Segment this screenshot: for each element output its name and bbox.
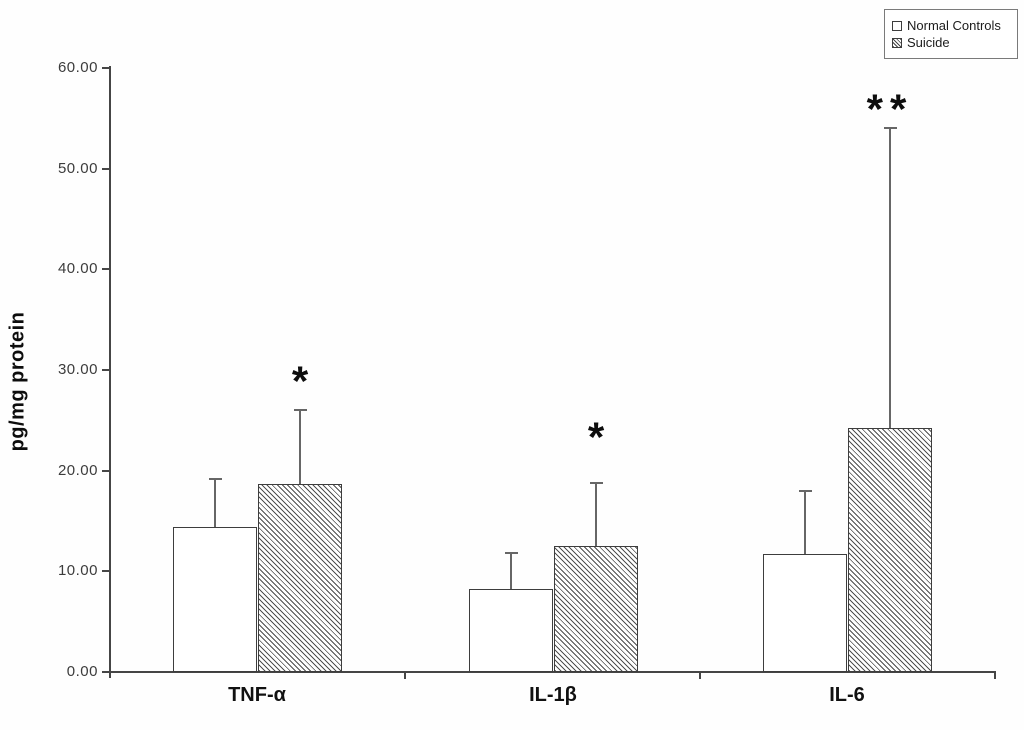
y-tick-label: 60.00	[57, 59, 98, 76]
error-bar	[889, 128, 891, 429]
error-bar	[595, 482, 597, 547]
significance-marker-IL-1β: *	[587, 413, 605, 461]
bar-suicide-IL-1β	[554, 546, 638, 672]
x-tick	[699, 672, 701, 679]
y-tick-label: 30.00	[57, 361, 98, 378]
x-category-label-TNF-α: TNF-α	[228, 684, 286, 706]
y-tick	[102, 469, 111, 472]
error-bar-cap	[208, 477, 222, 480]
error-bar	[510, 553, 512, 590]
legend-marker-suicide-icon	[892, 37, 902, 48]
y-tick	[102, 67, 111, 69]
legend-label-normal-controls: Normal Controls	[907, 18, 1001, 33]
legend: Normal Controls Suicide	[884, 9, 1018, 59]
legend-item-suicide: Suicide	[892, 35, 1011, 50]
x-category-label-IL-6: IL-6	[829, 684, 865, 706]
y-tick-label: 10.00	[57, 562, 98, 580]
x-tick	[994, 672, 996, 679]
error-bar-cap	[504, 552, 518, 554]
bar-suicide-IL-6	[848, 428, 932, 672]
error-bar	[804, 490, 806, 555]
error-bar	[299, 410, 301, 484]
error-bar-cap	[293, 409, 307, 412]
y-axis-line	[109, 66, 111, 678]
y-tick-label: 0.00	[66, 663, 98, 680]
significance-marker-IL-6: **	[866, 85, 914, 133]
error-bar-cap	[798, 489, 812, 492]
error-bar-cap	[883, 127, 897, 130]
x-axis-line	[107, 671, 996, 673]
error-bar	[214, 478, 216, 528]
y-tick-label: 20.00	[57, 461, 98, 479]
bar-normal-controls-TNF-α	[173, 527, 257, 672]
significance-marker-TNF-α: *	[291, 357, 309, 405]
legend-marker-normal-controls-icon	[892, 20, 902, 31]
legend-label-suicide: Suicide	[907, 35, 950, 50]
y-tick	[102, 268, 111, 271]
y-tick	[102, 671, 111, 673]
y-tick-label: 40.00	[57, 260, 98, 278]
y-tick-label: 50.00	[57, 159, 98, 177]
bar-normal-controls-IL-1β	[469, 589, 553, 672]
x-category-label-IL-1β: IL-1β	[529, 684, 577, 706]
bar-suicide-TNF-α	[258, 483, 342, 672]
y-tick	[102, 167, 111, 170]
y-tick	[102, 570, 111, 573]
legend-item-normal-controls: Normal Controls	[892, 18, 1011, 33]
error-bar-cap	[589, 481, 603, 484]
bar-normal-controls-IL-6	[763, 554, 847, 672]
y-tick	[102, 369, 111, 371]
x-tick	[404, 672, 406, 679]
